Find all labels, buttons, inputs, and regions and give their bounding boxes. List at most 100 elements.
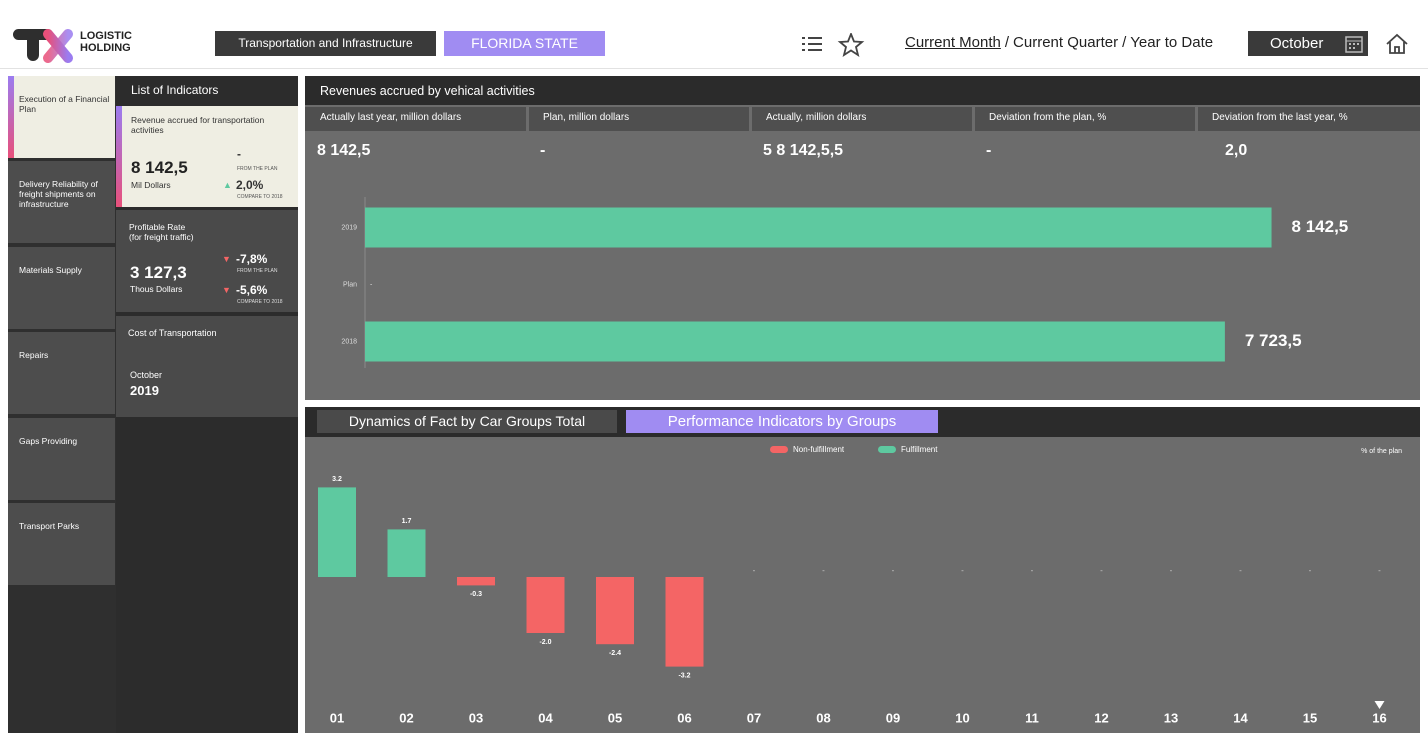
change-value: -7,8% (236, 252, 268, 266)
bar (365, 207, 1272, 248)
data-label: - (1309, 566, 1312, 575)
tab[interactable]: Dynamics of Fact by Car Groups Total (317, 410, 617, 433)
tab-active[interactable]: Performance Indicators by Groups (626, 410, 938, 433)
column-header: Plan, million dollars (543, 112, 630, 123)
card-title: Cost of Transportation (128, 328, 217, 338)
column-separator (526, 107, 529, 131)
data-label: -3.2 (678, 672, 690, 679)
change-value: - (237, 147, 241, 161)
y-tick-label: Plan (343, 281, 357, 288)
data-label: -0.3 (470, 591, 482, 598)
nav-label: Delivery Reliability of freight shipment… (19, 179, 98, 210)
x-tick-label: 09 (886, 710, 900, 725)
data-label: - (1031, 566, 1034, 575)
x-tick-label: 06 (677, 710, 691, 725)
column-separator (972, 107, 975, 131)
bar (365, 321, 1225, 362)
data-label: - (1378, 566, 1381, 575)
x-tick-label: 02 (399, 710, 413, 725)
change-value: -5,6% (236, 283, 268, 297)
region-button[interactable]: FLORIDA STATE (444, 31, 605, 56)
nav-item[interactable]: Transport Parks (8, 503, 115, 585)
list-icon[interactable] (802, 37, 822, 51)
change-label: COMPARE TO 2018 (237, 299, 283, 305)
bar (387, 529, 426, 577)
summary-value: 5 8 142,5,5 (763, 142, 844, 159)
column-header: Actually, million dollars (766, 112, 867, 123)
x-tick-label: 16 (1372, 710, 1386, 725)
column-header: Deviation from the plan, % (989, 112, 1107, 123)
panel-title-bar (305, 76, 1420, 105)
card-value: 3 127,3 (130, 263, 187, 282)
column-separator (1195, 107, 1198, 131)
scroll-marker (1374, 701, 1385, 709)
data-label: - (961, 566, 964, 575)
change-value: 2,0% (236, 178, 264, 192)
card-accent (116, 106, 122, 207)
data-label: - (1239, 566, 1242, 575)
logo-icon (13, 29, 73, 63)
bar (596, 577, 634, 645)
indicator-card[interactable]: Revenue accrued for transportation activ… (116, 106, 298, 207)
legend-label: Fulfillment (901, 445, 938, 454)
data-label: 3.2 (332, 476, 342, 483)
indicators-title: List of Indicators (131, 83, 219, 97)
x-tick-label: 05 (608, 710, 622, 725)
x-tick-label: 15 (1303, 710, 1317, 725)
card-title-line: (for freight traffic) (129, 232, 194, 242)
summary-value: 8 142,5 (317, 142, 371, 159)
bar (457, 577, 495, 586)
nav-label: Execution of a Financial Plan (19, 94, 110, 114)
legend-swatch (878, 446, 896, 453)
x-tick-label: 08 (816, 710, 830, 725)
bar (318, 487, 356, 577)
trend-down: ▼ (222, 285, 231, 295)
home-icon[interactable] (1384, 32, 1410, 56)
x-tick-label: 01 (330, 710, 344, 725)
data-label: - (822, 566, 825, 575)
indicator-card[interactable]: Cost of Transportation October 2019 (116, 316, 298, 417)
period-option[interactable]: Current Quarter (1013, 34, 1119, 51)
calendar-icon[interactable] (1345, 34, 1363, 53)
month-picker[interactable]: October (1248, 31, 1368, 56)
card-unit: Thous Dollars (130, 284, 183, 294)
column-header: Actually last year, million dollars (320, 112, 462, 123)
bar (665, 577, 704, 667)
period-option[interactable]: Year to Date (1130, 34, 1214, 51)
revenue-chart: 2019 8 142,5 Plan - 2018 7 723,5 (341, 197, 1349, 368)
card-title-line: Profitable Rate (129, 222, 186, 232)
summary-value: - (540, 142, 546, 159)
period-selector: Current Month / Current Quarter / Year to Da… (905, 34, 1213, 51)
data-label: 8 142,5 (1292, 217, 1349, 236)
nav-label: Materials Supply (19, 264, 82, 275)
data-label: -2.0 (539, 639, 551, 646)
card-year: 2019 (130, 383, 159, 398)
nav-item[interactable]: Repairs (8, 332, 115, 415)
nav-item[interactable]: Materials Supply (8, 246, 115, 329)
data-label: - (892, 566, 895, 575)
x-tick-label: 04 (538, 710, 553, 725)
column-separator (749, 107, 752, 131)
x-tick-label: 07 (747, 710, 761, 725)
trend-down: ▼ (222, 254, 231, 264)
period-option[interactable]: Current Month (905, 34, 1001, 51)
legend-label: Non-fulfillment (793, 445, 845, 454)
summary-header-row (305, 107, 1420, 131)
nav-accent (8, 76, 14, 158)
summary-value: - (986, 142, 992, 159)
summary-value: 2,0 (1225, 142, 1248, 159)
indicator-card[interactable]: Profitable Rate (for freight traffic) 3 … (116, 210, 298, 312)
change-label: COMPARE TO 2018 (237, 194, 283, 200)
section-button[interactable]: Transportation and Infrastructure (215, 31, 436, 56)
column-header: Deviation from the last year, % (1212, 112, 1348, 123)
data-label: 1.7 (402, 518, 412, 525)
star-icon[interactable] (837, 33, 865, 57)
nav-item[interactable]: Gaps Providing (8, 417, 115, 500)
nav-label: Transport Parks (19, 521, 80, 531)
nav-item[interactable]: Execution of a Financial Plan (8, 76, 115, 158)
x-tick-label: 13 (1164, 710, 1178, 725)
x-tick-label: 03 (469, 710, 483, 725)
nav-item[interactable]: Delivery Reliability of freight shipment… (8, 161, 115, 244)
unit-label: % of the plan (1361, 448, 1402, 455)
